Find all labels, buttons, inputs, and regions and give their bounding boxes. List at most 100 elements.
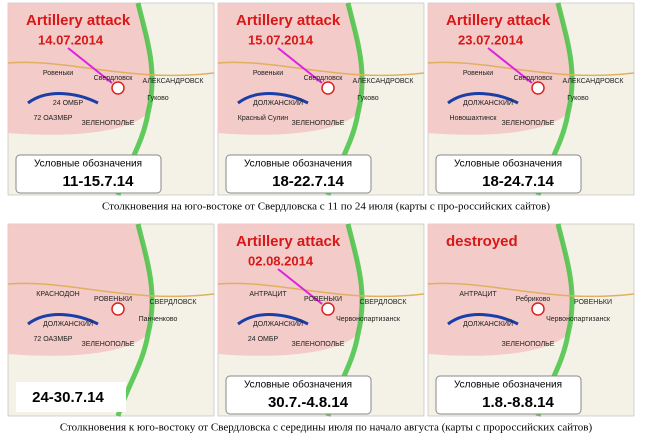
target — [321, 81, 335, 95]
date-range: 1.8.-8.8.14 — [482, 394, 554, 411]
place-label: ДОЛЖАНСКИЙ — [463, 98, 513, 107]
road — [7, 282, 215, 298]
controlled-area — [218, 224, 363, 356]
map-title: destroyed — [446, 233, 518, 250]
date-range: 30.7.-4.8.14 — [268, 394, 349, 411]
place-label: ЗЕЛЕНОПОЛЬЕ — [502, 120, 555, 127]
front-line — [27, 92, 99, 105]
caption: Столкновения к юго-востоку от Свердловск… — [60, 422, 593, 434]
place-label: Ребриково — [516, 295, 551, 303]
map-date: 14.07.2014 — [38, 32, 104, 47]
road — [217, 282, 425, 298]
target — [111, 302, 125, 316]
place-label: РОВЕНЬКИ — [94, 296, 132, 303]
target — [531, 81, 545, 95]
controlled-area — [428, 3, 573, 135]
road — [427, 61, 635, 77]
front-line — [447, 92, 519, 105]
arrow — [487, 47, 533, 84]
border-line — [115, 223, 155, 417]
place-label: Свердловск — [94, 75, 134, 82]
road — [7, 61, 215, 77]
place-label: АЛЕКСАНДРОВСК — [143, 78, 205, 85]
arrow — [277, 47, 323, 84]
place-label: РОВЕНЬКИ — [304, 296, 342, 303]
place-label: Свердловск — [514, 75, 554, 82]
legend-header: Условные обозначения — [454, 379, 562, 391]
map-date: 02.08.2014 — [248, 253, 314, 268]
legend-box — [435, 154, 582, 194]
map-panel: КРАСНОДОН РОВЕНЬКИ СВЕРДЛОВСК Панченково ЗЕЛ… — [7, 223, 215, 417]
date-range: 24-30.7.14 — [32, 389, 104, 406]
place-label: СВЕРДЛОВСК — [360, 299, 408, 306]
place-label: КРАСНОДОН — [36, 291, 79, 298]
map-title: Artillery attack — [236, 233, 341, 250]
place-label: РОВЕНЬКИ — [574, 299, 612, 306]
place-label: ДОЛЖАНСКИЙ — [253, 98, 303, 107]
place-label: АЛЕКСАНДРОВСК — [353, 78, 415, 85]
target — [531, 302, 545, 316]
place-label: ДОЛЖАНСКИЙ — [43, 319, 93, 328]
place-label: ДОЛЖАНСКИЙ — [463, 319, 513, 328]
place-label: Ровеньки — [43, 70, 73, 77]
legend-box — [435, 375, 582, 415]
place-label: 72 ОАЗМБР — [34, 115, 73, 122]
map-date: 15.07.2014 — [248, 32, 314, 47]
target — [111, 81, 125, 95]
place-label: Панченково — [139, 316, 178, 323]
road — [217, 61, 425, 77]
legend-header: Условные обозначения — [244, 379, 352, 391]
place-label: Гуково — [357, 95, 378, 102]
place-label: Ровеньки — [463, 70, 493, 77]
map-panel: Ровеньки Свердловск АЛЕКСАНДРОВСК Гуково ЗЕЛ… — [7, 2, 215, 196]
controlled-area — [428, 224, 573, 356]
place-label: Красный Сулин — [238, 114, 289, 122]
road — [427, 282, 635, 298]
date-range: 18-24.7.14 — [482, 173, 554, 190]
place-label: ЗЕЛЕНОПОЛЬЕ — [292, 341, 345, 348]
controlled-area — [218, 3, 363, 135]
legend-header: Условные обозначения — [454, 158, 562, 170]
legend-box — [225, 375, 372, 415]
map-panel: Ровеньки Свердловск АЛЕКСАНДРОВСК Гуково ЗЕЛ… — [427, 2, 635, 196]
front-line — [237, 92, 309, 105]
caption: Столкновения на юго-востоке от Свердловс… — [102, 201, 550, 213]
target — [321, 302, 335, 316]
place-label: Червонопартизанск — [546, 316, 611, 323]
map-title: Artillery attack — [236, 12, 341, 29]
legend-header: Условные обозначения — [34, 158, 142, 170]
place-label: АЛЕКСАНДРОВСК — [563, 78, 625, 85]
place-label: 24 ОМБР — [248, 336, 279, 343]
front-line — [447, 313, 519, 326]
map-title: Artillery attack — [26, 12, 131, 29]
controlled-area — [8, 3, 153, 135]
legend-box — [15, 154, 162, 194]
map-title: Artillery attack — [446, 12, 551, 29]
place-label: ДОЛЖАНСКИЙ — [253, 319, 303, 328]
legend-header: Условные обозначения — [244, 158, 352, 170]
place-label: ЗЕЛЕНОПОЛЬЕ — [502, 341, 555, 348]
date-range: 11-15.7.14 — [63, 173, 135, 190]
map-panel: АНТРАЦИТ РОВЕНЬКИ СВЕРДЛОВСК Червонопартиза… — [217, 223, 425, 417]
controlled-area — [8, 224, 153, 356]
range-box — [16, 382, 126, 412]
place-label: Червонопартизанск — [336, 316, 401, 323]
place-label: АНТРАЦИТ — [249, 291, 287, 298]
place-label: 24 ОМБР — [53, 100, 84, 107]
place-label: Гуково — [567, 95, 588, 102]
place-label: АНТРАЦИТ — [459, 291, 497, 298]
map-date: 23.07.2014 — [458, 32, 524, 47]
arrow — [277, 268, 323, 305]
place-label: Свердловск — [304, 75, 344, 82]
place-label: ЗЕЛЕНОПОЛЬЕ — [82, 120, 135, 127]
place-label: СВЕРДЛОВСК — [150, 299, 198, 306]
front-line — [27, 313, 99, 326]
map-panel: АНТРАЦИТ Ребриково РОВЕНЬКИ Червонопартизан… — [427, 223, 635, 417]
place-label: 72 ОАЗМБР — [34, 336, 73, 343]
place-label: ЗЕЛЕНОПОЛЬЕ — [82, 341, 135, 348]
place-label: Новошахтинск — [450, 115, 498, 122]
date-range: 18-22.7.14 — [272, 173, 344, 190]
place-label: Ровеньки — [253, 70, 283, 77]
front-line — [237, 313, 309, 326]
